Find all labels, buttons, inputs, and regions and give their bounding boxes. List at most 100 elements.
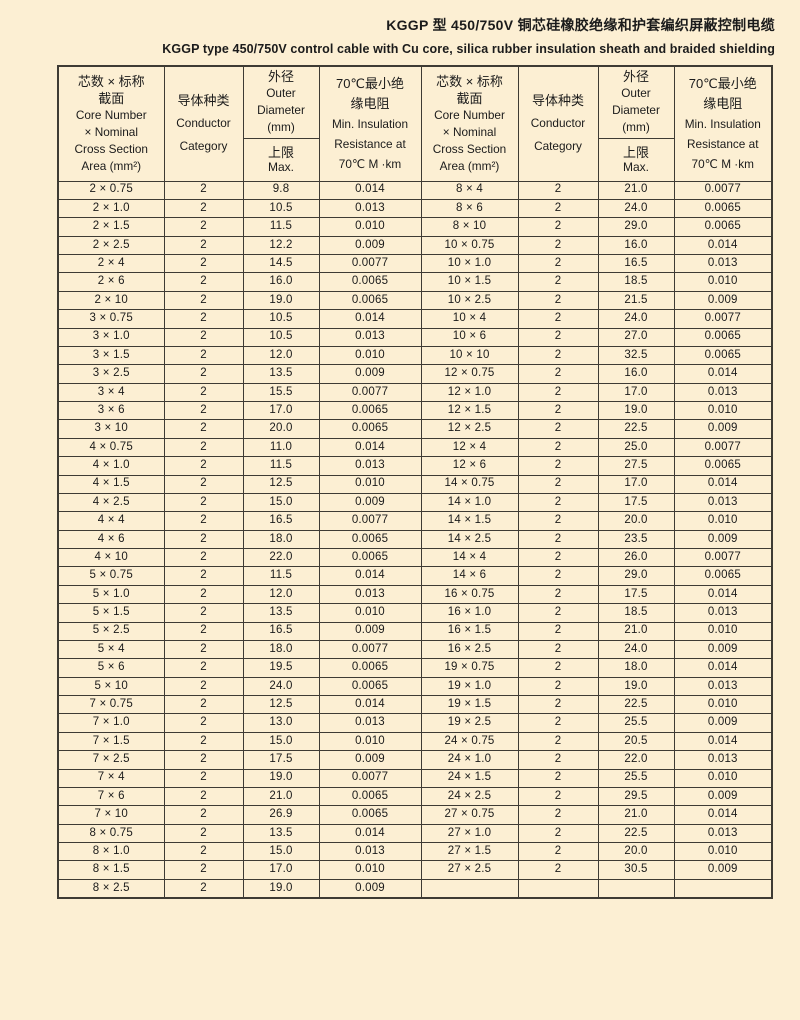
cell-outer-diameter-max: 13.0 [242, 713, 320, 733]
cell-min-insulation-resistance: 0.0065 [673, 566, 773, 586]
cell-core-size: 12 × 2.5 [420, 419, 519, 439]
cell-min-insulation-resistance: 0.013 [673, 253, 773, 274]
header-core-left: 芯数 × 标称 截面 Core Number × Nominal Cross S… [57, 65, 165, 182]
cell-outer-diameter-max: 10.5 [242, 198, 320, 219]
cell-min-insulation-resistance: 0.0065 [673, 198, 773, 219]
cell-min-insulation-resistance: 0.0065 [673, 456, 773, 476]
cell-core-size: 4 × 10 [57, 547, 165, 568]
cell-min-insulation-resistance: 0.014 [318, 694, 422, 715]
cell-conductor-category: 2 [517, 272, 599, 292]
cell-min-insulation-resistance: 0.0065 [318, 676, 422, 697]
cell-conductor-category: 2 [517, 676, 599, 697]
table-row: 7 × 0.75 2 12.5 0.014 19 × 1.5 2 22.5 0.010 [57, 694, 773, 715]
cell-min-insulation-resistance: 0.009 [673, 713, 773, 733]
header-line: Core Number [75, 107, 147, 122]
cell-outer-diameter-max: 20.5 [597, 731, 675, 752]
table-row: 3 × 1.0 2 10.5 0.013 10 × 6 2 27.0 0.0065 [57, 327, 773, 347]
cell-core-size: 14 × 2.5 [420, 529, 519, 550]
cell-conductor-category: 2 [517, 474, 599, 494]
cell-conductor-category: 2 [517, 805, 599, 825]
cell-core-size: 4 × 0.75 [57, 437, 165, 458]
cell-outer-diameter-max: 29.5 [597, 786, 675, 807]
cell-min-insulation-resistance: 0.014 [673, 584, 773, 605]
cell-outer-diameter-max: 18.5 [597, 272, 675, 292]
cell-conductor-category: 2 [517, 823, 599, 844]
table-row: 5 × 2.5 2 16.5 0.009 16 × 1.5 2 21.0 0.010 [57, 621, 773, 641]
cell-outer-diameter-max: 21.0 [242, 786, 320, 807]
cell-min-insulation-resistance: 0.010 [318, 345, 422, 366]
cell-conductor-category: 2 [163, 437, 244, 458]
table-row: 3 × 1.5 2 12.0 0.010 10 × 10 2 32.5 0.0065 [57, 345, 773, 366]
cell-outer-diameter-max: 12.5 [242, 694, 320, 715]
cell-core-size: 24 × 0.75 [420, 731, 519, 752]
cell-core-size: 12 × 1.5 [420, 400, 519, 421]
cell-core-size: 5 × 1.5 [57, 603, 165, 623]
cell-outer-diameter-max: 17.5 [597, 492, 675, 513]
cell-core-size: 3 × 1.5 [57, 345, 165, 366]
table-row: 5 × 0.75 2 11.5 0.014 14 × 6 2 29.0 0.0065 [57, 566, 773, 586]
table-row: 3 × 6 2 17.0 0.0065 12 × 1.5 2 19.0 0.010 [57, 400, 773, 421]
cell-core-size: 5 × 1.0 [57, 584, 165, 605]
cell-conductor-category: 2 [517, 419, 599, 439]
cell-min-insulation-resistance: 0.009 [673, 639, 773, 660]
cell-core-size: 14 × 6 [420, 566, 519, 586]
table-row: 4 × 1.5 2 12.5 0.010 14 × 0.75 2 17.0 0.014 [57, 474, 773, 494]
header-line: 缘电阻 [703, 95, 743, 111]
cell-min-insulation-resistance: 0.0077 [318, 511, 422, 531]
cell-core-size: 5 × 4 [57, 639, 165, 660]
cell-core-size: 4 × 2.5 [57, 492, 165, 513]
cell-min-insulation-resistance: 0.010 [673, 272, 773, 292]
cell-conductor-category: 2 [517, 529, 599, 550]
cell-outer-diameter-max: 22.5 [597, 419, 675, 439]
header-diameter-max-left: 上限 Max. [242, 137, 320, 182]
cell-min-insulation-resistance: 0.0065 [318, 290, 422, 311]
cell-outer-diameter-max: 22.0 [242, 547, 320, 568]
cell-conductor-category: 2 [517, 584, 599, 605]
cell-core-size: 7 × 4 [57, 768, 165, 788]
cell-min-insulation-resistance: 0.014 [673, 474, 773, 494]
cell-conductor-category: 2 [163, 750, 244, 770]
cell-conductor-category: 2 [163, 731, 244, 752]
cell-conductor-category: 2 [517, 492, 599, 513]
cell-core-size: 3 × 0.75 [57, 309, 165, 329]
header-line: Outer [266, 86, 296, 101]
cell-outer-diameter-max: 19.5 [242, 658, 320, 678]
cell-core-size: 4 × 1.5 [57, 474, 165, 494]
cell-core-size: 16 × 2.5 [420, 639, 519, 660]
cell-min-insulation-resistance: 0.009 [318, 492, 422, 513]
cell-min-insulation-resistance: 0.010 [318, 860, 422, 880]
cell-outer-diameter-max: 16.5 [597, 253, 675, 274]
header-line: 上限 [267, 145, 294, 160]
cell-conductor-category: 2 [517, 309, 599, 329]
table-row: 8 × 1.5 2 17.0 0.010 27 × 2.5 2 30.5 0.009 [57, 860, 773, 880]
cell-core-size: 4 × 6 [57, 529, 165, 550]
cell-outer-diameter-max: 17.5 [242, 750, 320, 770]
cell-conductor-category: 2 [517, 860, 599, 880]
header-diameter-right: 外径 Outer Diameter (mm) [597, 65, 675, 139]
cell-outer-diameter-max: 27.5 [597, 456, 675, 476]
cell-core-size: 2 × 2.5 [57, 235, 165, 256]
table-row: 2 × 1.5 2 11.5 0.010 8 × 10 2 29.0 0.0065 [57, 217, 773, 237]
cell-outer-diameter-max: 9.8 [242, 180, 320, 200]
cell-min-insulation-resistance: 0.014 [673, 364, 773, 384]
cell-min-insulation-resistance: 0.013 [318, 713, 422, 733]
header-core-right: 芯数 × 标称 截面 Core Number × Nominal Cross S… [420, 65, 519, 182]
cell-core-size: 5 × 10 [57, 676, 165, 697]
cell-core-size: 10 × 2.5 [420, 290, 519, 311]
header-line: × Nominal [84, 124, 138, 139]
cell-conductor-category: 2 [517, 382, 599, 403]
cell-conductor-category: 2 [163, 345, 244, 366]
cell-core-size: 19 × 0.75 [420, 658, 519, 678]
table-row: 2 × 1.0 2 10.5 0.013 8 × 6 2 24.0 0.0065 [57, 198, 773, 219]
header-line: 70℃最小绝 [688, 75, 757, 91]
cell-outer-diameter-max: 17.0 [597, 382, 675, 403]
cell-core-size: 12 × 4 [420, 437, 519, 458]
cell-conductor-category: 2 [163, 474, 244, 494]
cell-outer-diameter-max: 20.0 [597, 841, 675, 862]
cell-outer-diameter-max: 17.0 [242, 400, 320, 421]
cell-min-insulation-resistance: 0.013 [673, 492, 773, 513]
cell-core-size: 8 × 2.5 [57, 878, 165, 899]
cell-outer-diameter-max: 10.5 [242, 309, 320, 329]
table-row: 7 × 1.0 2 13.0 0.013 19 × 2.5 2 25.5 0.009 [57, 713, 773, 733]
cell-conductor-category: 2 [517, 511, 599, 531]
